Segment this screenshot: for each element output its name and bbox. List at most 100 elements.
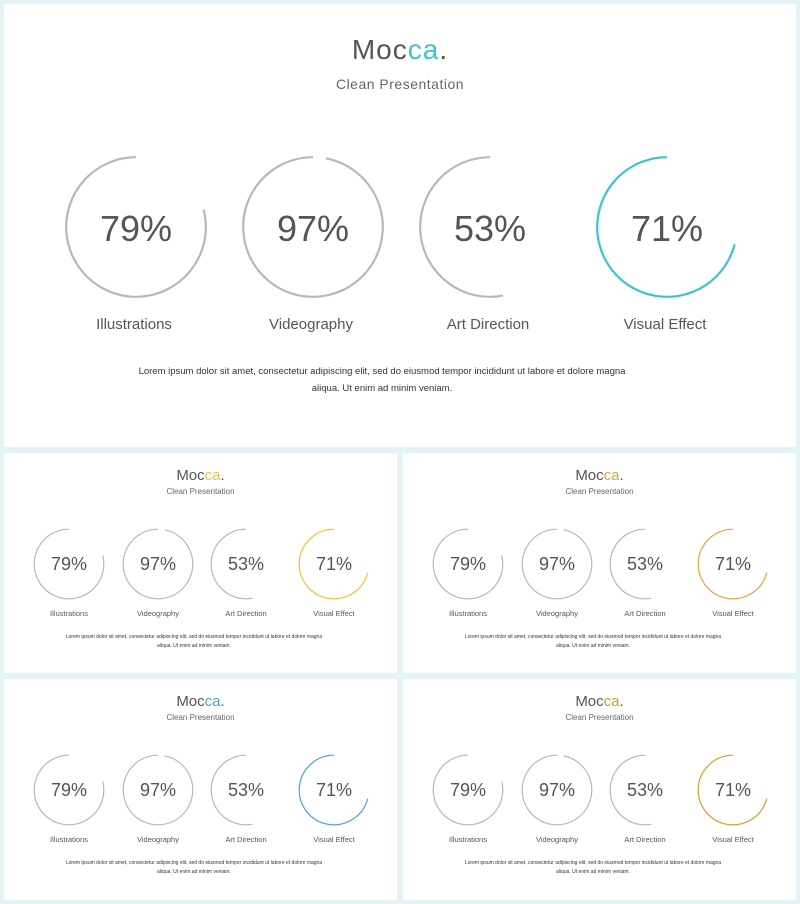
stat-label: Videography	[269, 316, 353, 333]
stat-art-direction: 53%	[210, 754, 282, 826]
stat-value: 53%	[227, 780, 265, 800]
stat-value: 53%	[626, 780, 664, 800]
stat-value: 71%	[714, 780, 752, 800]
stat-value: 79%	[50, 780, 88, 800]
stat-art-direction: 53%	[609, 528, 681, 600]
stat-label: Art Direction	[624, 835, 666, 844]
progress-arc	[697, 754, 768, 826]
progress-ring	[432, 754, 504, 826]
subtitle: Clean Presentation	[335, 76, 465, 92]
brand-title: Mocca.	[4, 34, 796, 66]
stat-value: 79%	[50, 554, 88, 574]
brand-accent-text: ca	[603, 467, 620, 484]
progress-arc	[65, 156, 207, 298]
stat-illustrations: 79%	[432, 754, 504, 826]
progress-ring	[521, 528, 593, 600]
stat-art-direction: 53%	[418, 155, 562, 299]
progress-ring	[432, 528, 504, 600]
stat-label: Art Direction	[225, 609, 267, 618]
stat-label: Visual Effect	[712, 609, 754, 618]
subtitle: Clean Presentation	[565, 713, 634, 722]
progress-arc	[596, 156, 736, 298]
stat-label: Visual Effect	[313, 835, 355, 844]
stat-label: Visual Effect	[712, 835, 754, 844]
subtitle: Clean Presentation	[565, 487, 634, 496]
brand-text: Moc	[575, 467, 604, 484]
brand-dot: .	[439, 34, 449, 65]
progress-arc	[521, 754, 593, 826]
slide-variant-blue: Mocca. Clean Presentation 79% Illustrati…	[4, 679, 397, 900]
progress-arc	[432, 528, 504, 600]
subtitle: Clean Presentation	[166, 487, 235, 496]
brand-title: Mocca.	[4, 467, 397, 484]
progress-arc	[298, 528, 369, 600]
stat-illustrations: 79%	[33, 754, 105, 826]
brand-dot: .	[220, 467, 225, 484]
progress-ring	[65, 156, 207, 298]
brand-title: Mocca.	[403, 693, 796, 710]
stat-videography: 97%	[122, 528, 194, 600]
progress-ring	[609, 754, 652, 826]
brand-accent-text: ca	[407, 34, 440, 65]
description: Lorem ipsum dolor sit amet, consectetur …	[464, 860, 722, 875]
progress-ring	[596, 156, 736, 298]
progress-arc	[210, 528, 253, 600]
stat-art-direction: 53%	[609, 754, 681, 826]
slide-variant-orange: Mocca. Clean Presentation 79% Illustrati…	[403, 453, 796, 673]
brand-text: Moc	[575, 693, 604, 710]
progress-ring	[419, 156, 504, 298]
stat-value: 71%	[714, 554, 752, 574]
progress-arc	[609, 528, 652, 600]
stat-videography: 97%	[521, 528, 593, 600]
slide-main: Mocca. Clean Presentation 79% Illustrati…	[4, 4, 796, 447]
progress-ring	[210, 528, 253, 600]
stat-illustrations: 79%	[33, 528, 105, 600]
progress-ring	[210, 754, 253, 826]
brand-accent-text: ca	[603, 693, 620, 710]
progress-ring	[697, 528, 768, 600]
progress-arc	[609, 754, 652, 826]
stat-value: 71%	[315, 780, 353, 800]
brand-accent-text: ca	[204, 693, 221, 710]
stat-label: Art Direction	[225, 835, 267, 844]
stat-label: Visual Effect	[623, 316, 707, 333]
progress-ring	[122, 528, 194, 600]
progress-arc	[33, 528, 105, 600]
brand-dot: .	[619, 693, 624, 710]
stat-videography: 97%	[122, 754, 194, 826]
slide-variant-gold: Mocca. Clean Presentation 79% Illustrati…	[403, 679, 796, 900]
stat-value: 71%	[315, 554, 353, 574]
stat-label: Videography	[137, 609, 179, 618]
stat-label: Illustrations	[50, 609, 88, 618]
stat-value: 97%	[538, 780, 576, 800]
progress-ring	[242, 156, 384, 298]
stat-videography: 97%	[521, 754, 593, 826]
progress-arc	[33, 754, 105, 826]
stat-label: Illustrations	[449, 835, 487, 844]
brand-text: Moc	[176, 467, 205, 484]
stat-videography: 97%	[241, 155, 385, 299]
stat-visual-effect: 71%	[595, 155, 739, 299]
stat-value: 53%	[227, 554, 265, 574]
progress-arc	[122, 528, 194, 600]
progress-ring	[521, 754, 593, 826]
stat-value: 97%	[276, 208, 350, 249]
stat-illustrations: 79%	[432, 528, 504, 600]
progress-arc	[521, 528, 593, 600]
stat-value: 97%	[139, 554, 177, 574]
stat-label: Visual Effect	[313, 609, 355, 618]
stat-value: 53%	[626, 554, 664, 574]
brand-dot: .	[220, 693, 225, 710]
stat-value: 71%	[630, 208, 704, 249]
brand-text: Moc	[351, 34, 408, 65]
stat-label: Illustrations	[449, 609, 487, 618]
brand-text: Moc	[176, 693, 205, 710]
progress-ring	[609, 528, 652, 600]
stat-label: Illustrations	[50, 835, 88, 844]
progress-arc	[432, 754, 504, 826]
stat-value: 79%	[449, 780, 487, 800]
progress-ring	[697, 754, 768, 826]
brand-title: Mocca.	[4, 693, 397, 710]
stat-label: Videography	[137, 835, 179, 844]
stat-art-direction: 53%	[210, 528, 282, 600]
